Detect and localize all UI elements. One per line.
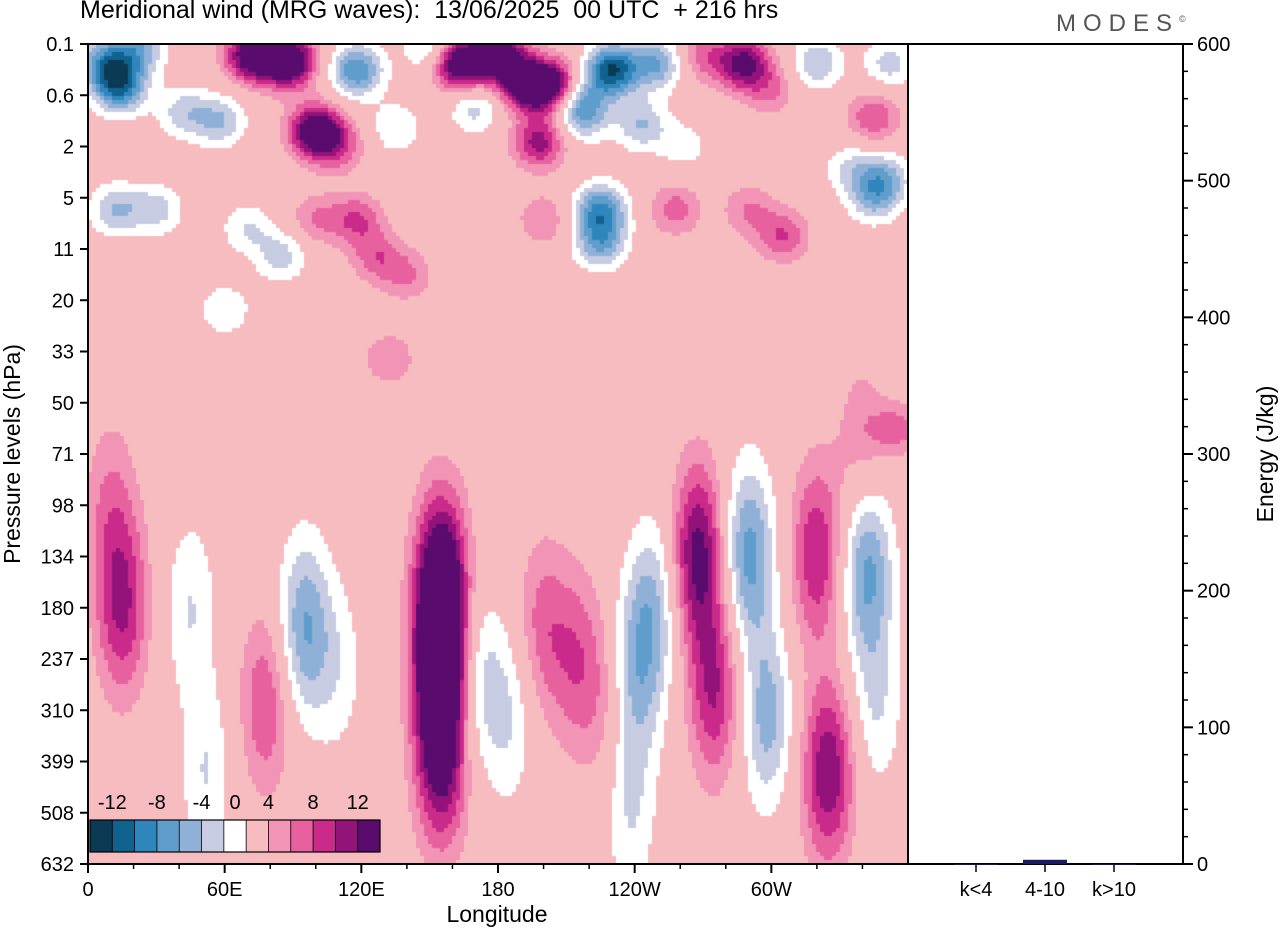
energy-y-tick-label: 400 bbox=[1197, 307, 1230, 329]
colorbar-label: 4 bbox=[263, 792, 274, 814]
energy-category-label: k>10 bbox=[1092, 879, 1136, 901]
colorbar-swatch bbox=[179, 820, 203, 852]
energy-y-tick-label: 600 bbox=[1197, 34, 1230, 56]
colorbar-swatch bbox=[268, 820, 292, 852]
energy-y-tick-label: 300 bbox=[1197, 444, 1230, 466]
energy-bar bbox=[1023, 859, 1067, 864]
y-tick-label: 134 bbox=[41, 547, 74, 569]
y-tick-label: 2 bbox=[63, 137, 74, 159]
colorbar-frame bbox=[89, 819, 381, 853]
modes-logo: MODES© bbox=[1056, 10, 1186, 37]
colorbar-label: 8 bbox=[308, 792, 319, 814]
energy-category-label: 4-10 bbox=[1025, 879, 1065, 901]
energy-bar bbox=[954, 864, 998, 865]
x-tick-label: 120E bbox=[338, 879, 385, 901]
colorbar: -12 -8 -4 0 4 8 12 bbox=[89, 792, 381, 853]
y-tick-label: 399 bbox=[41, 752, 74, 774]
colorbar-label: 12 bbox=[347, 792, 369, 814]
y-tick-label: 310 bbox=[41, 700, 74, 722]
x-tick-label: 0 bbox=[82, 879, 93, 901]
x-tick-label: 120W bbox=[609, 879, 661, 901]
energy-bar bbox=[1092, 864, 1136, 865]
colorbar-label: -4 bbox=[193, 792, 211, 814]
colorbar-swatch bbox=[223, 820, 247, 852]
colorbar-label: 0 bbox=[229, 792, 240, 814]
colorbar-swatch bbox=[246, 820, 269, 852]
y-tick-label: 11 bbox=[53, 239, 74, 261]
y-axis-label: Pressure levels (hPa) bbox=[0, 344, 25, 564]
energy-y-tick-label: 0 bbox=[1197, 854, 1208, 876]
chart-title: Meridional wind (MRG waves): 13/06/2025 … bbox=[80, 0, 779, 24]
y-tick-label: 20 bbox=[52, 290, 74, 312]
colorbar-swatch bbox=[201, 820, 225, 852]
contour-field bbox=[88, 44, 908, 864]
y-tick-label: 180 bbox=[41, 598, 74, 620]
colorbar-swatch bbox=[90, 820, 113, 852]
x-tick-label: 180 bbox=[481, 879, 514, 901]
energy-axis-label: Energy (J/kg) bbox=[1252, 386, 1278, 523]
y-tick-label: 5 bbox=[63, 188, 74, 210]
contour-raster bbox=[88, 44, 908, 864]
colorbar-swatch bbox=[134, 820, 158, 852]
colorbar-swatch bbox=[313, 820, 336, 852]
energy-y-tick-label: 500 bbox=[1197, 171, 1230, 193]
colorbar-swatch bbox=[335, 820, 359, 852]
energy-y-tick-label: 100 bbox=[1197, 717, 1230, 739]
y-tick-label: 237 bbox=[41, 649, 74, 671]
colorbar-label: -8 bbox=[148, 792, 166, 814]
y-tick-label: 0.1 bbox=[46, 34, 74, 56]
y-tick-label: 508 bbox=[41, 803, 74, 825]
x-tick-label: 60W bbox=[751, 879, 792, 901]
colorbar-label: -12 bbox=[98, 792, 127, 814]
y-tick-label: 632 bbox=[41, 854, 74, 876]
colorbar-swatch bbox=[357, 820, 381, 852]
y-tick-label: 33 bbox=[52, 342, 74, 364]
colorbar-swatch bbox=[112, 820, 136, 852]
x-axis-label: Longitude bbox=[446, 901, 547, 927]
colorbar-swatch bbox=[290, 820, 314, 852]
energy-category-label: k<4 bbox=[960, 879, 993, 901]
colorbar-swatch bbox=[156, 820, 180, 852]
energy-plot-frame bbox=[907, 43, 1184, 865]
y-tick-label: 98 bbox=[52, 495, 74, 517]
y-tick-label: 0.6 bbox=[46, 85, 74, 107]
x-tick-label: 60E bbox=[207, 879, 243, 901]
y-tick-label: 71 bbox=[52, 444, 74, 466]
energy-panel: 0 100 200 300 400 500 600 k<4 4-10 k>10 Energy (J/… bbox=[954, 34, 1278, 901]
energy-y-tick-label: 200 bbox=[1197, 581, 1230, 603]
y-tick-label: 50 bbox=[52, 393, 74, 415]
